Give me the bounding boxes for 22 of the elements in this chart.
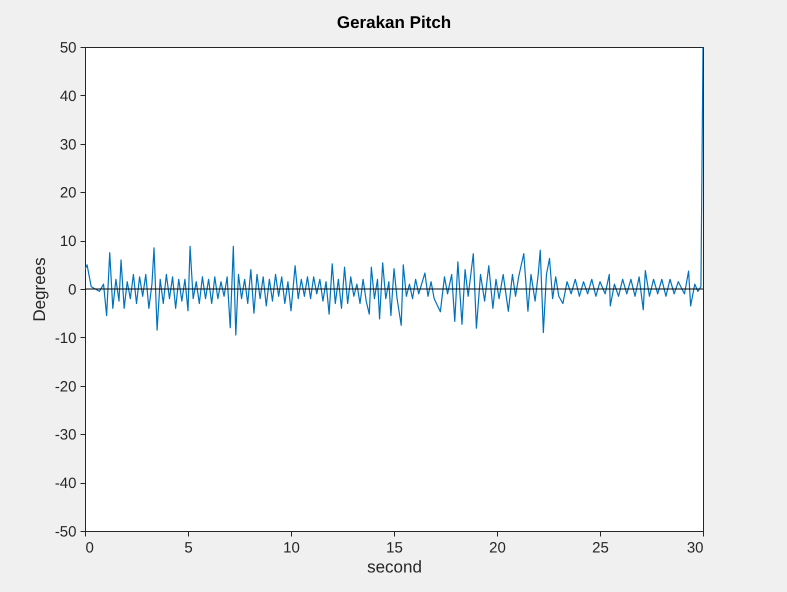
- y-tick-label: 40: [60, 88, 76, 105]
- y-tick-label: -20: [54, 378, 76, 396]
- y-tick-label: 50: [60, 40, 76, 56]
- line-series: [85, 47, 703, 336]
- x-axis-title: second: [367, 558, 422, 576]
- y-tick-label: 30: [60, 136, 76, 154]
- y-tick-label: 20: [60, 184, 76, 202]
- x-tick-label: 15: [386, 540, 403, 556]
- chart-title: Gerakan Pitch: [336, 13, 452, 32]
- y-tick-label: -40: [54, 475, 76, 492]
- x-tick-label: 30: [686, 540, 704, 556]
- x-tick-label: 10: [283, 540, 300, 556]
- x-tick-label: 5: [184, 540, 193, 556]
- x-tick-label: 25: [592, 540, 609, 556]
- x-tick-label: 0: [86, 540, 94, 556]
- y-axis-title: Degrees: [30, 257, 49, 322]
- y-tick-label: -30: [54, 426, 76, 444]
- y-tick-label: 0: [68, 282, 76, 298]
- y-tick-label: -50: [54, 524, 76, 540]
- x-tick-label: 20: [489, 540, 506, 556]
- y-tick-label: 10: [60, 233, 76, 250]
- y-tick-label: -10: [54, 330, 76, 347]
